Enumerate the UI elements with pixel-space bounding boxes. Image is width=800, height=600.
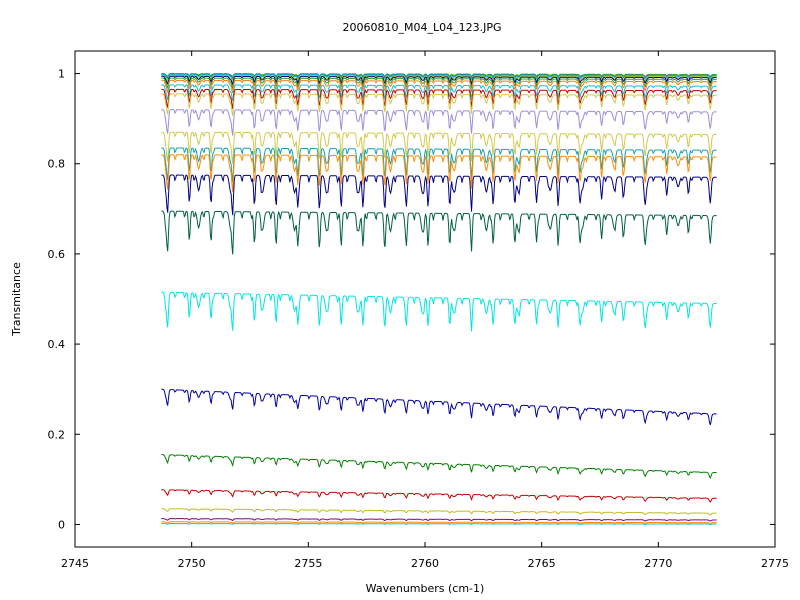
series-line xyxy=(161,388,717,426)
series-line xyxy=(161,73,717,78)
series-line xyxy=(161,523,717,525)
series-line xyxy=(161,454,717,480)
x-tick-label: 2760 xyxy=(411,557,439,570)
chart-title: 20060810_M04_L04_123.JPG xyxy=(343,21,502,34)
x-tick-label: 2745 xyxy=(61,557,89,570)
series-line xyxy=(161,77,717,91)
x-tick-label: 2770 xyxy=(644,557,672,570)
y-tick-label: 1 xyxy=(58,68,65,81)
y-tick-label: 0.2 xyxy=(48,428,66,441)
y-tick-label: 0.6 xyxy=(48,248,66,261)
series-line xyxy=(161,508,717,516)
series-line xyxy=(161,210,717,255)
series-line xyxy=(161,109,717,136)
series-line xyxy=(161,73,717,82)
series-layer xyxy=(161,73,717,525)
x-tick-label: 2765 xyxy=(528,557,556,570)
series-line xyxy=(161,79,717,94)
series-line xyxy=(161,84,717,102)
series-line xyxy=(161,489,717,503)
series-line xyxy=(161,93,717,116)
y-tick-label: 0.8 xyxy=(48,158,66,171)
series-line xyxy=(161,174,717,216)
series-line xyxy=(161,518,717,522)
x-tick-label: 2750 xyxy=(178,557,206,570)
series-line xyxy=(161,88,717,109)
series-line xyxy=(161,75,717,87)
y-tick-label: 0 xyxy=(58,518,65,531)
y-axis-label: Transmitance xyxy=(10,262,23,337)
x-tick-label: 2755 xyxy=(294,557,322,570)
series-line xyxy=(161,131,717,164)
y-ticks: 0 0.2 0.4 0.6 0.8 1 xyxy=(48,68,775,531)
y-tick-label: 0.4 xyxy=(48,338,66,351)
series-line xyxy=(161,153,717,193)
x-tick-label: 2775 xyxy=(761,557,789,570)
series-line xyxy=(161,521,717,524)
x-ticks: 2745 2750 2755 2760 2765 2770 2775 xyxy=(61,51,789,570)
series-line xyxy=(161,291,717,332)
x-axis-label: Wavenumbers (cm-1) xyxy=(366,582,485,595)
